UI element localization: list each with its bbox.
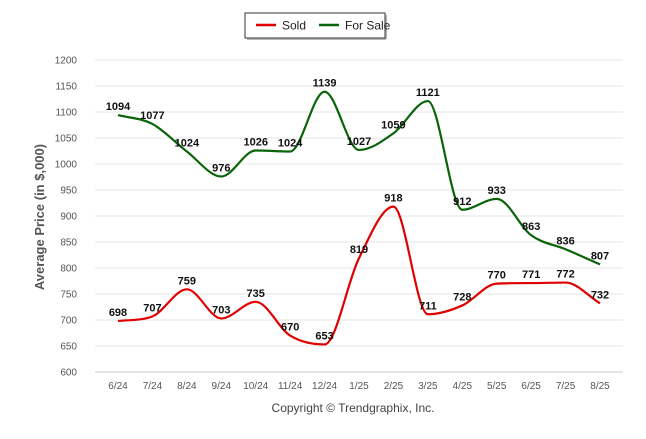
y-tick-label: 600 — [60, 368, 77, 379]
x-tick-label: 1/25 — [349, 381, 369, 392]
data-label-for-sale: 1026 — [243, 136, 267, 148]
legend-item-sold[interactable]: Sold — [256, 19, 306, 33]
x-axis-ticks: 6/24 7/24 8/24 9/24 10/24 11/24 12/24 1/25 2/25 3… — [108, 381, 610, 392]
data-label-sold: 732 — [591, 289, 609, 301]
data-label-for-sale: 1024 — [278, 138, 303, 150]
data-label-sold: 707 — [143, 302, 161, 314]
data-label-for-sale: 1027 — [347, 136, 371, 148]
x-tick-label: 11/24 — [278, 381, 303, 392]
data-label-sold: 711 — [419, 300, 437, 312]
legend-label: Sold — [282, 19, 306, 33]
y-tick-label: 1200 — [55, 56, 78, 67]
y-axis-label: Average Price (in $,000) — [32, 144, 47, 290]
y-tick-label: 700 — [60, 316, 77, 327]
data-label-sold: 819 — [350, 244, 368, 256]
y-tick-label: 850 — [60, 238, 77, 249]
legend[interactable]: Sold For Sale — [244, 12, 391, 40]
data-label-for-sale: 836 — [556, 235, 574, 247]
x-tick-label: 6/24 — [108, 381, 128, 392]
y-axis-ticks: 600 650 700 750 800 850 900 950 1000 1050 1100 1150… — [55, 56, 78, 379]
x-tick-label: 3/25 — [418, 381, 438, 392]
x-tick-label: 8/25 — [590, 381, 610, 392]
y-tick-label: 1000 — [55, 160, 78, 171]
x-tick-label: 6/25 — [521, 381, 541, 392]
legend-label: For Sale — [345, 19, 391, 33]
data-label-sold: 759 — [178, 275, 196, 287]
data-label-sold: 772 — [556, 269, 574, 281]
y-tick-label: 1100 — [55, 108, 77, 119]
data-label-for-sale: 933 — [488, 185, 506, 197]
data-label-for-sale: 1121 — [416, 87, 440, 99]
y-tick-label: 900 — [60, 212, 77, 223]
x-tick-label: 2/25 — [384, 381, 404, 392]
x-tick-label: 12/24 — [312, 381, 337, 392]
data-label-for-sale: 1139 — [313, 78, 337, 90]
series-lines — [117, 90, 601, 346]
data-label-for-sale: 1077 — [140, 110, 164, 122]
data-label-for-sale: 976 — [212, 162, 230, 174]
data-label-sold: 770 — [488, 270, 506, 282]
data-label-sold: 728 — [453, 291, 471, 303]
data-labels: 698 707 759 703 735 670 653 819 918 711 728 770 771 7… — [106, 78, 609, 343]
x-tick-label: 7/24 — [143, 381, 163, 392]
series-line-sold — [117, 205, 601, 346]
series-line-for-sale — [117, 90, 601, 266]
y-tick-label: 750 — [60, 290, 77, 301]
x-tick-label: 8/24 — [177, 381, 197, 392]
x-tick-label: 5/25 — [487, 381, 507, 392]
x-tick-label: 9/24 — [212, 381, 232, 392]
data-label-for-sale: 1094 — [106, 101, 131, 113]
legend-item-for-sale[interactable]: For Sale — [319, 19, 391, 33]
data-label-for-sale: 1024 — [175, 138, 200, 150]
data-label-sold: 735 — [247, 288, 265, 300]
data-label-sold: 918 — [384, 193, 402, 205]
data-label-sold: 771 — [522, 269, 540, 281]
x-tick-label: 10/24 — [243, 381, 268, 392]
data-label-sold: 698 — [109, 307, 127, 319]
y-tick-label: 1150 — [55, 82, 77, 93]
data-label-sold: 670 — [281, 322, 299, 334]
y-tick-label: 650 — [60, 342, 77, 353]
data-label-for-sale: 807 — [591, 250, 609, 262]
x-tick-label: 7/25 — [556, 381, 576, 392]
y-tick-label: 950 — [60, 186, 77, 197]
data-label-for-sale: 1059 — [381, 119, 405, 131]
data-label-sold: 653 — [315, 330, 333, 342]
data-label-sold: 703 — [212, 304, 230, 316]
data-label-for-sale: 863 — [522, 221, 540, 233]
grid-lines — [95, 59, 623, 373]
copyright-text: Copyright © Trendgraphix, Inc. — [272, 401, 435, 415]
y-tick-label: 800 — [60, 264, 77, 275]
data-label-for-sale: 912 — [453, 196, 471, 208]
y-tick-label: 1050 — [55, 134, 78, 145]
x-tick-label: 4/25 — [453, 381, 473, 392]
